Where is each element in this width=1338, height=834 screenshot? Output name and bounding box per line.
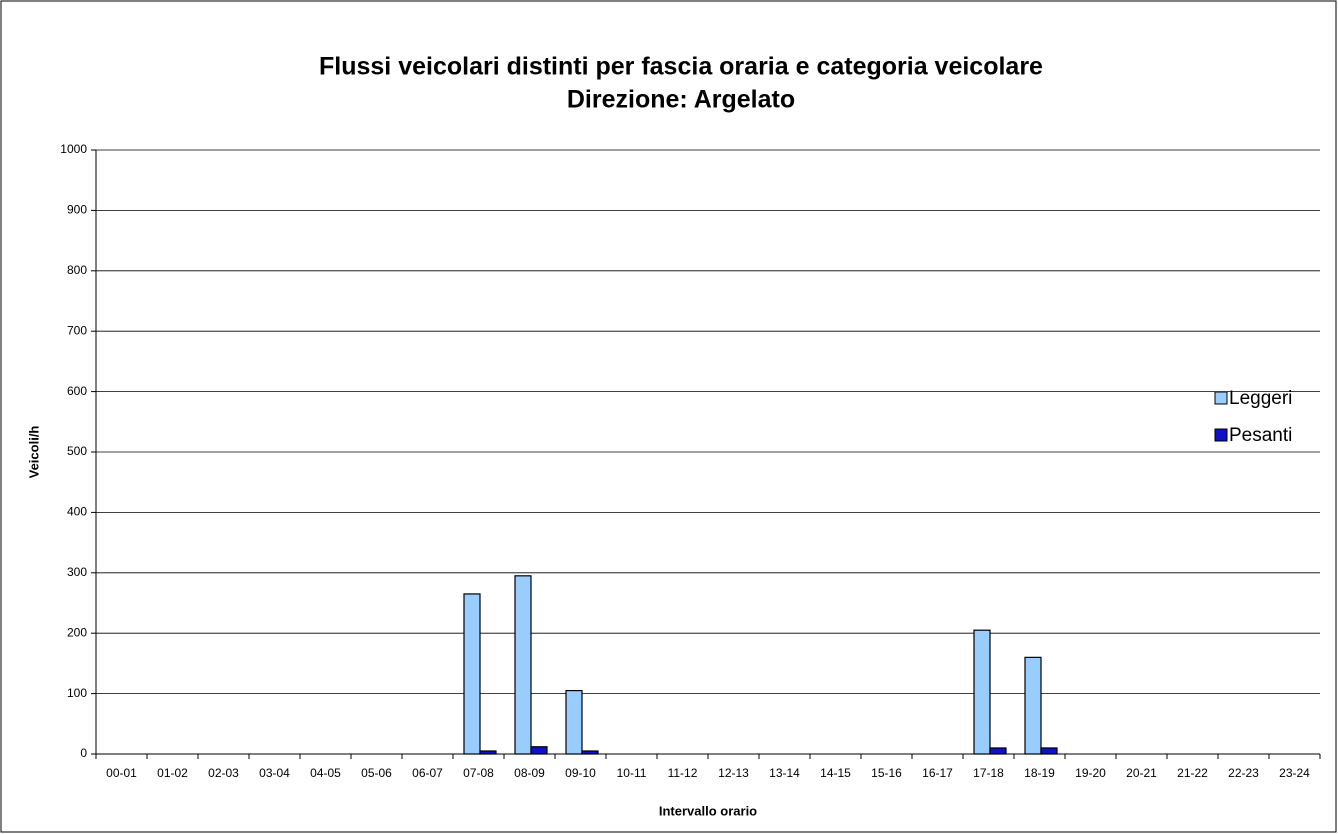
- x-tick-label: 12-13: [718, 766, 749, 780]
- x-tick-label: 23-24: [1279, 766, 1310, 780]
- legend-swatch: [1214, 428, 1228, 442]
- x-tick-label: 02-03: [208, 766, 239, 780]
- bar: [973, 629, 991, 755]
- y-axis-label: Veicoli/h: [26, 426, 41, 479]
- bar: [581, 750, 599, 755]
- y-tick-label: 700: [67, 323, 87, 337]
- y-tick-label: 600: [67, 384, 87, 398]
- x-tick-label: 03-04: [259, 766, 290, 780]
- x-tick-label: 00-01: [106, 766, 137, 780]
- bar: [479, 750, 497, 755]
- x-tick-label: 05-06: [361, 766, 392, 780]
- x-tick-label: 13-14: [769, 766, 800, 780]
- chart-subtitle: Direzione: Argelato: [567, 86, 795, 114]
- x-tick-label: 15-16: [871, 766, 902, 780]
- chart-title: Flussi veicolari distinti per fascia ora…: [319, 53, 1043, 81]
- y-tick-label: 200: [67, 625, 87, 639]
- x-axis-label: Intervallo orario: [659, 803, 757, 818]
- x-tick-label: 11-12: [668, 766, 698, 780]
- x-tick-label: 19-20: [1075, 766, 1106, 780]
- bar: [989, 747, 1007, 755]
- bar: [565, 689, 583, 755]
- y-tick-label: 100: [67, 686, 87, 700]
- y-tick-label: 800: [67, 263, 87, 277]
- bar: [1040, 747, 1058, 755]
- x-tick-label: 18-19: [1024, 766, 1055, 780]
- bar: [1024, 656, 1042, 755]
- x-tick-label: 14-15: [820, 766, 851, 780]
- x-tick-label: 10-11: [617, 766, 647, 780]
- x-tick-label: 16-17: [922, 766, 953, 780]
- y-tick-label: 1000: [60, 142, 87, 156]
- legend-label: Pesanti: [1229, 425, 1292, 446]
- y-tick-label: 300: [67, 565, 87, 579]
- legend-swatch: [1214, 391, 1228, 405]
- x-tick-label: 06-07: [412, 766, 443, 780]
- bar: [514, 575, 532, 755]
- bar: [530, 746, 548, 755]
- y-tick-label: 400: [67, 505, 87, 519]
- x-tick-label: 22-23: [1228, 766, 1259, 780]
- x-tick-label: 08-09: [514, 766, 545, 780]
- x-tick-label: 21-22: [1177, 766, 1208, 780]
- x-tick-label: 04-05: [310, 766, 341, 780]
- x-tick-label: 07-08: [463, 766, 494, 780]
- x-tick-label: 17-18: [973, 766, 1004, 780]
- y-tick-label: 900: [67, 203, 87, 217]
- y-tick-label: 0: [80, 746, 87, 760]
- legend-label: Leggeri: [1229, 388, 1292, 409]
- y-tick-label: 500: [67, 444, 87, 458]
- x-tick-label: 20-21: [1126, 766, 1157, 780]
- x-tick-label: 09-10: [565, 766, 596, 780]
- x-tick-label: 01-02: [157, 766, 188, 780]
- bar: [463, 593, 481, 755]
